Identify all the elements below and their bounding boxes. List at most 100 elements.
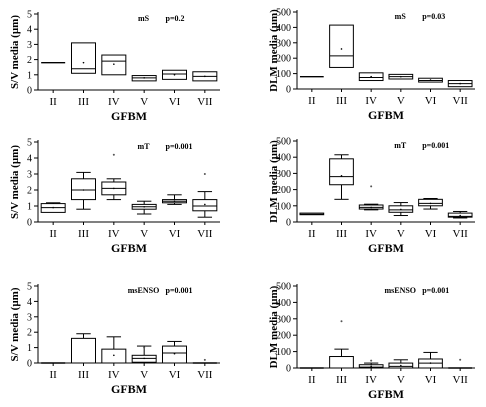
y-tick-label: 1	[27, 343, 32, 354]
y-axis-label: DLM media (µm)	[268, 9, 280, 92]
mean-marker	[370, 75, 372, 78]
p-value-label: p=0.001	[422, 141, 449, 150]
box-IV	[358, 72, 384, 82]
outlier-point	[203, 358, 206, 361]
box-rect	[71, 337, 96, 364]
outlier-point	[112, 153, 115, 156]
box-III	[71, 171, 96, 210]
mean-marker	[340, 175, 343, 177]
mean-marker	[143, 357, 145, 360]
box-III	[71, 42, 96, 74]
x-axis-label: GFBM	[368, 387, 404, 401]
box-V	[388, 359, 414, 369]
box-rect	[329, 24, 354, 68]
mean-marker	[340, 48, 343, 50]
y-tick-label: 5	[27, 138, 32, 149]
x-tick-label: VII	[453, 95, 469, 107]
mean-marker	[400, 208, 402, 211]
x-tick-label: II	[50, 228, 58, 240]
panel-title: mT	[138, 142, 151, 151]
box-VII	[448, 358, 473, 369]
outlier-point	[203, 173, 206, 175]
mean-marker	[204, 75, 206, 78]
box-VII	[192, 358, 217, 364]
p-value-label: p=0.2	[166, 14, 185, 23]
x-tick-label: VI	[169, 369, 181, 381]
x-tick-label: III	[78, 369, 89, 381]
box-IV	[358, 185, 384, 211]
box-VI	[418, 77, 443, 83]
box-IV	[101, 54, 127, 76]
x-tick-label: II	[50, 96, 58, 108]
x-tick-label: VII	[197, 96, 213, 108]
box-V	[131, 75, 157, 82]
x-tick-label: V	[140, 96, 148, 108]
x-axis-label: GFBM	[111, 109, 147, 123]
y-tick-label: 0	[27, 359, 32, 370]
p-value-label: p=0.001	[422, 286, 449, 295]
x-axis-label: GFBM	[368, 241, 404, 255]
x-tick-label: VI	[169, 96, 181, 108]
y-tick-label: 300	[276, 38, 291, 49]
y-tick-label: 0	[27, 86, 32, 97]
x-tick-label: III	[78, 228, 89, 240]
y-tick-label: 400	[276, 153, 291, 164]
x-tick-label: IV	[365, 374, 377, 386]
box-VI	[418, 198, 443, 210]
mean-marker	[173, 74, 176, 76]
box-III	[329, 320, 354, 369]
mean-marker	[429, 79, 432, 81]
box-II	[299, 212, 325, 216]
y-tick-label: 200	[276, 185, 291, 196]
x-tick-label: V	[140, 369, 148, 381]
mean-marker	[52, 206, 54, 209]
y-tick-label: 4	[27, 25, 32, 36]
y-tick-label: 2	[27, 186, 32, 197]
y-tick-label: 1	[27, 70, 32, 81]
mean-marker	[459, 82, 461, 85]
y-tick-label: 500	[276, 8, 291, 19]
x-tick-label: VI	[425, 374, 437, 386]
box-rect	[71, 42, 96, 74]
y-tick-label: 0	[286, 364, 291, 375]
y-tick-label: 0	[286, 85, 291, 96]
x-tick-label: III	[78, 96, 89, 108]
x-tick-label: VI	[169, 228, 181, 240]
x-axis-label: GFBM	[368, 108, 404, 122]
outlier-point	[459, 358, 462, 361]
box-II	[40, 202, 66, 213]
box-III	[329, 24, 354, 68]
y-tick-label: 2	[27, 328, 32, 339]
y-axis-label: DLM media (µm)	[268, 285, 280, 368]
box-rect	[418, 198, 443, 207]
x-tick-label: IV	[365, 95, 377, 107]
mean-marker	[143, 77, 145, 79]
x-tick-label: V	[397, 228, 405, 240]
y-tick-label: 300	[276, 314, 291, 325]
x-tick-label: VII	[197, 228, 213, 240]
box-VI	[162, 69, 187, 80]
x-axis-label: GFBM	[111, 241, 147, 255]
box-VII	[447, 80, 473, 88]
y-axis-label: S/V media (µm)	[9, 145, 21, 219]
y-tick-label: 4	[27, 154, 32, 165]
box-rect	[329, 356, 354, 369]
x-tick-label: VII	[453, 374, 469, 386]
mean-marker	[400, 75, 402, 78]
box-V	[388, 202, 414, 217]
mean-marker	[370, 206, 372, 209]
x-tick-label: V	[397, 374, 405, 386]
y-tick-label: 500	[276, 137, 291, 148]
box-V	[388, 73, 414, 80]
x-tick-label: IV	[108, 228, 120, 240]
mean-marker	[370, 365, 372, 368]
x-tick-label: III	[336, 374, 347, 386]
box-III	[329, 154, 354, 200]
x-tick-label: II	[50, 369, 58, 381]
mean-marker	[113, 63, 115, 65]
